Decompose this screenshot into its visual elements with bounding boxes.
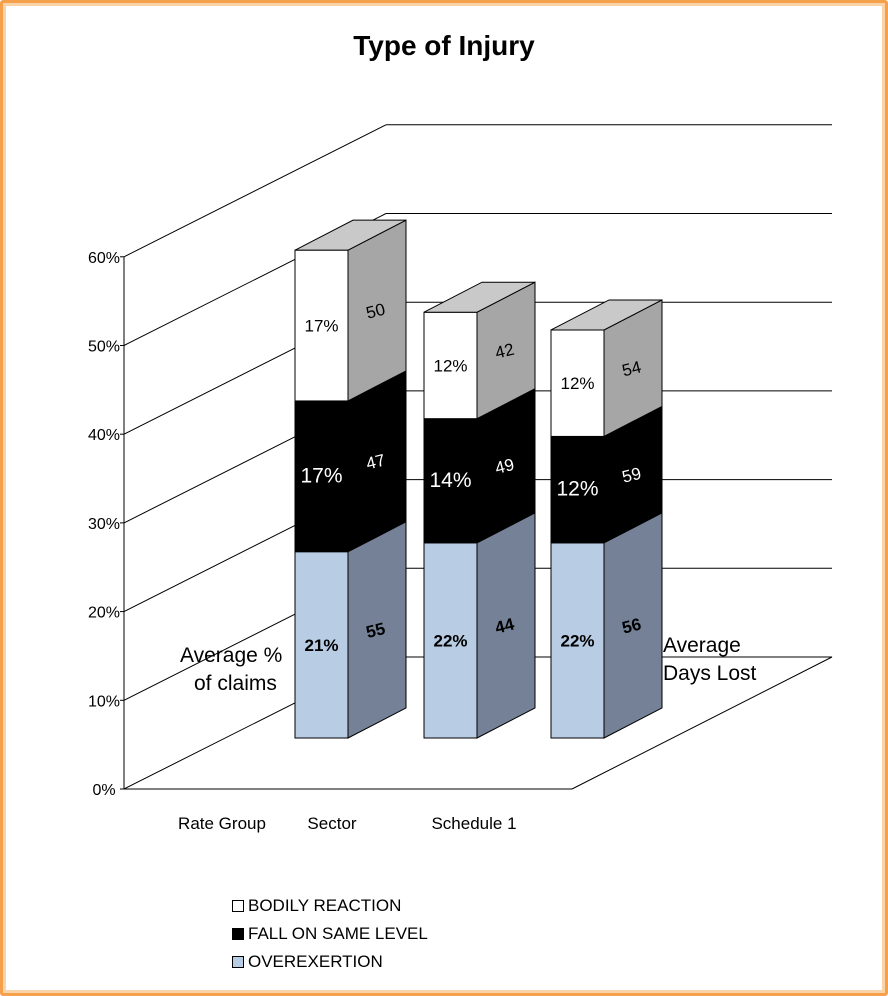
bar-pct-label: 22% [560,631,594,650]
legend-item: BODILY REACTION [232,892,428,920]
bar-top [294,219,407,251]
bar-days-label: 42 [493,340,516,363]
bar-front [423,418,478,544]
bar-days-label: 59 [620,464,643,487]
bar-front [423,542,478,739]
bar-front [550,542,605,739]
bar-front [294,249,349,402]
bar-days-label: 47 [364,450,387,473]
bar-days-label: 54 [620,357,643,380]
y-tick-label: 60% [88,250,120,267]
chart-title: Type of Injury [353,30,535,61]
gridline-diagonal [123,124,387,258]
legend-swatch [232,956,244,968]
side-note-right: Average Days Lost [663,634,757,685]
bar-days-label: 56 [620,615,643,638]
bar-front [294,551,349,739]
chart-legend: BODILY REACTION FALL ON SAME LEVEL OVEREXE… [232,892,428,976]
legend-item: OVEREXERTION [232,948,428,976]
y-tick-label: 20% [88,605,120,622]
bar-days-label: 50 [364,300,387,323]
y-tick-label: 30% [88,516,120,533]
bar-pct-label: 14% [429,469,471,492]
bar-pct-label: 17% [300,464,342,487]
bar-pct-label: 21% [304,636,338,655]
bar-pct-label: 22% [433,631,467,650]
x-tick-label: Schedule 1 [431,814,516,833]
y-tick-label: 40% [88,427,120,444]
y-tick-label: 10% [88,693,120,710]
y-tick-label: 50% [88,339,120,356]
legend-swatch [232,928,244,940]
legend-swatch [232,900,244,912]
bar-pct-label: 12% [560,374,594,393]
bar-days-label: 49 [493,455,516,478]
bar-top [550,299,663,331]
y-tick-label: 0% [92,782,115,799]
bar-front [423,311,478,420]
legend-label: BODILY REACTION [248,896,402,915]
x-tick-label: Sector [307,814,356,833]
x-tick-label: Rate Group [178,814,266,833]
bar-days-label: 55 [364,619,387,642]
bar-pct-label: 12% [433,356,467,375]
legend-label: FALL ON SAME LEVEL [248,924,428,943]
legend-item: FALL ON SAME LEVEL [232,920,428,948]
bar-top [423,281,536,313]
side-note-left: Average % of claims [180,644,282,695]
bar-pct-label: 12% [556,478,598,501]
legend-label: OVEREXERTION [248,952,383,971]
bar-pct-label: 17% [304,317,338,336]
bar-days-label: 44 [493,614,516,637]
